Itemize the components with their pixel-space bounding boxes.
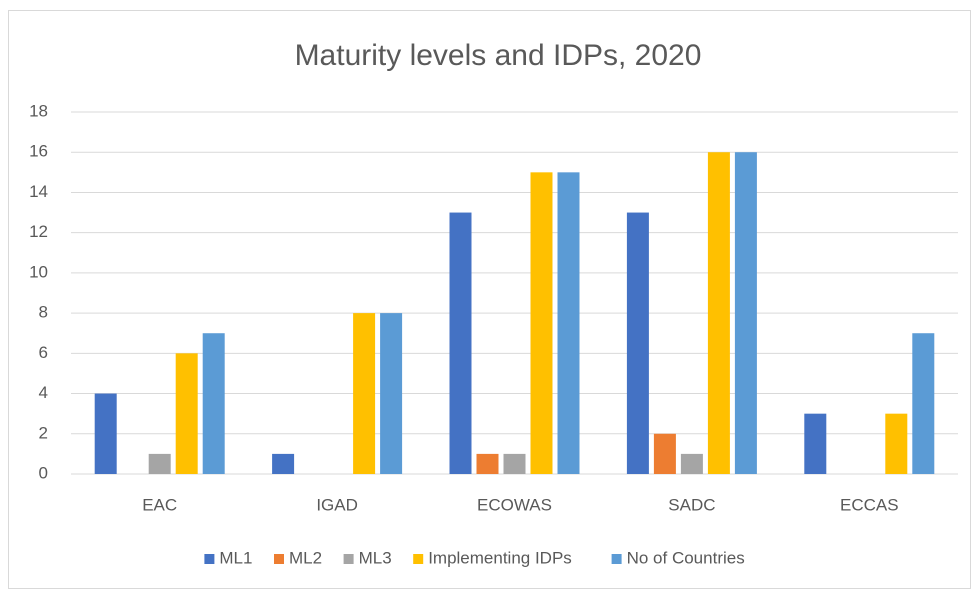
legend-swatch — [204, 554, 215, 564]
x-tick-label: EAC — [142, 495, 177, 514]
legend-label: No of Countries — [627, 548, 745, 567]
y-tick-label: 6 — [39, 343, 48, 362]
bar — [912, 333, 935, 474]
legend-swatch — [611, 554, 622, 564]
bar — [734, 152, 757, 474]
legend-label: ML1 — [219, 548, 252, 567]
legend-swatch — [274, 554, 284, 564]
bar — [202, 333, 225, 474]
bar — [626, 212, 649, 475]
bar — [885, 413, 908, 474]
x-tick-label: IGAD — [316, 495, 358, 514]
y-tick-label: 10 — [29, 262, 48, 281]
bar — [380, 313, 403, 474]
bar — [804, 413, 827, 474]
legend-label: ML3 — [359, 548, 392, 567]
bar — [530, 172, 553, 475]
x-tick-label: ECCAS — [840, 495, 899, 514]
y-tick-label: 16 — [29, 142, 48, 161]
legend-label: ML2 — [289, 548, 322, 567]
bar — [449, 212, 472, 475]
legend-label: Implementing IDPs — [428, 548, 572, 567]
legend-swatch — [343, 554, 354, 564]
bar — [175, 353, 198, 474]
y-tick-label: 14 — [29, 182, 48, 201]
y-tick-label: 0 — [39, 463, 48, 482]
legend-swatch — [413, 554, 424, 564]
bar — [557, 172, 580, 475]
bar — [503, 453, 526, 474]
bar — [680, 453, 703, 474]
x-tick-label: ECOWAS — [477, 495, 552, 514]
y-tick-label: 18 — [29, 101, 48, 120]
x-tick-label: SADC — [668, 495, 715, 514]
chart-title: Maturity levels and IDPs, 2020 — [295, 39, 702, 72]
y-tick-label: 8 — [39, 303, 48, 322]
bar — [707, 152, 730, 474]
bar — [272, 453, 295, 474]
y-tick-label: 2 — [39, 423, 48, 442]
y-tick-label: 4 — [39, 383, 48, 402]
bar — [653, 433, 676, 474]
bar — [148, 453, 171, 474]
chart-frame — [8, 10, 971, 589]
bar — [353, 313, 376, 474]
y-tick-label: 12 — [29, 222, 48, 241]
bar — [94, 393, 117, 474]
bar — [476, 453, 499, 474]
